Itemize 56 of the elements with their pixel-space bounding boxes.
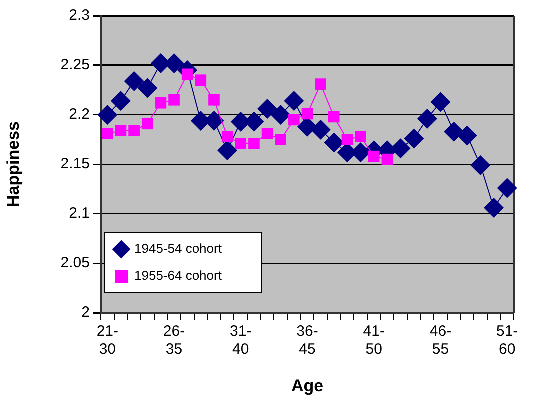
point <box>310 120 331 140</box>
point <box>155 97 167 109</box>
x-tick-label: 36-45 <box>296 323 318 358</box>
point <box>195 74 207 86</box>
y-tick-label: 2.2 <box>69 106 90 124</box>
point <box>168 94 180 106</box>
point <box>430 92 451 112</box>
point <box>284 91 304 112</box>
point <box>275 134 287 146</box>
point <box>382 154 394 166</box>
point <box>470 155 491 176</box>
x-axis-title: Age <box>291 376 324 396</box>
point <box>315 78 326 90</box>
y-tick-label: 2 <box>82 304 90 322</box>
point <box>124 71 144 92</box>
legend-label: 1955-64 cohort <box>134 268 222 284</box>
point <box>328 111 340 123</box>
point <box>258 99 278 120</box>
y-axis-title: Happiness <box>4 122 23 208</box>
point <box>142 118 154 130</box>
point <box>342 134 354 146</box>
x-tick-label: 41-50 <box>363 323 385 358</box>
point <box>355 131 366 142</box>
point <box>497 178 518 198</box>
x-tick-label: 31-40 <box>230 323 252 358</box>
y-tick-label: 2.1 <box>69 205 90 222</box>
point <box>457 126 478 146</box>
point <box>98 105 118 125</box>
y-tick-label: 2.05 <box>60 254 90 272</box>
point <box>484 198 504 218</box>
point <box>222 131 234 142</box>
x-tick-label: 21-30 <box>96 323 119 358</box>
point <box>262 128 274 140</box>
point <box>302 108 314 120</box>
point <box>444 122 464 142</box>
point <box>248 138 260 150</box>
point <box>235 138 247 150</box>
legend-label: 1945-54 cohort <box>134 241 222 256</box>
y-tick-label: 2.3 <box>69 7 90 24</box>
point <box>368 150 380 162</box>
y-tick-label: 2.25 <box>60 56 90 74</box>
point <box>115 125 127 136</box>
point <box>110 91 131 112</box>
point <box>138 78 158 98</box>
point <box>208 94 220 106</box>
point <box>218 140 238 161</box>
point <box>102 128 114 140</box>
x-tick-label: 51-60 <box>496 323 518 358</box>
point <box>404 128 424 149</box>
point <box>128 125 140 136</box>
point <box>417 108 438 129</box>
x-tick-label: 26-35 <box>163 323 186 358</box>
point <box>288 114 300 126</box>
point <box>270 105 291 125</box>
y-tick-label: 2.15 <box>60 156 90 173</box>
x-tick-label: 46-55 <box>430 323 452 358</box>
